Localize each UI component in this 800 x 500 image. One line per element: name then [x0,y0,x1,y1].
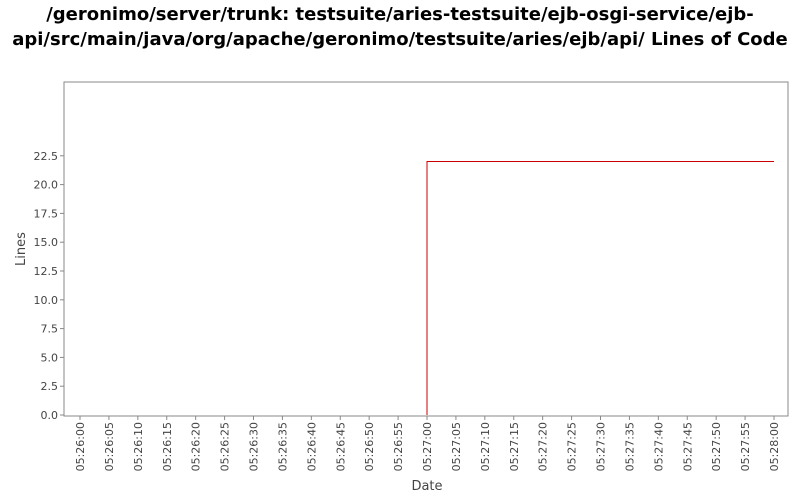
plot-area [63,81,789,417]
x-tick-label: 05:27:30 [595,422,608,471]
y-tick-label: 17.5 [34,207,59,220]
x-tick-label: 05:26:30 [248,422,261,471]
y-tick-label: 0.0 [41,409,59,422]
x-tick-label: 05:26:35 [276,422,289,471]
y-tick-label: 15.0 [34,236,59,249]
x-tick-label: 05:27:25 [566,422,579,471]
x-tick-label: 05:27:05 [450,422,463,471]
y-tick-label: 10.0 [34,294,59,307]
x-tick-label: 05:26:15 [161,422,174,471]
y-tick-label: 20.0 [34,179,59,192]
x-tick-label: 05:26:10 [132,422,145,471]
series-layer [426,161,774,415]
y-tick-label: 2.5 [41,380,59,393]
x-tick-label: 05:28:00 [768,422,781,471]
x-tick-label: 05:26:50 [363,422,376,471]
x-tick-label: 05:27:00 [421,422,434,471]
series-line [426,161,774,415]
chart-title: /geronimo/server/trunk: testsuite/aries-… [12,4,788,50]
x-tick-label: 05:26:45 [334,422,347,471]
x-axis: 05:26:00 05:26:05 05:26:10 05:26:15 05:26:20… [74,416,781,471]
x-tick-label: 05:27:35 [623,422,636,471]
x-tick-label: 05:27:45 [681,422,694,471]
x-tick-label: 05:27:10 [479,422,492,471]
x-tick-label: 05:27:50 [710,422,723,471]
x-tick-label: 05:26:40 [305,422,318,471]
x-tick-label: 05:26:00 [74,422,87,471]
y-axis-label: Lines [14,232,29,266]
y-tick-label: 7.5 [41,323,59,336]
x-tick-label: 05:26:05 [103,422,116,471]
x-tick-label: 05:27:15 [508,422,521,471]
x-tick-label: 05:27:55 [739,422,752,471]
x-tick-label: 05:27:20 [537,422,550,471]
x-tick-label: 05:27:40 [652,422,665,471]
y-tick-label: 5.0 [41,351,59,364]
y-tick-label: 12.5 [34,265,59,278]
y-tick-label: 22.5 [34,150,59,163]
x-tick-label: 05:26:20 [190,422,203,471]
y-axis: 0.0 2.5 5.0 7.5 10.0 12.5 15.0 17.5 20.0 22.5 [34,150,64,422]
x-tick-label: 05:26:25 [219,422,232,471]
x-axis-label: Date [411,479,442,494]
x-tick-label: 05:26:55 [392,422,405,471]
